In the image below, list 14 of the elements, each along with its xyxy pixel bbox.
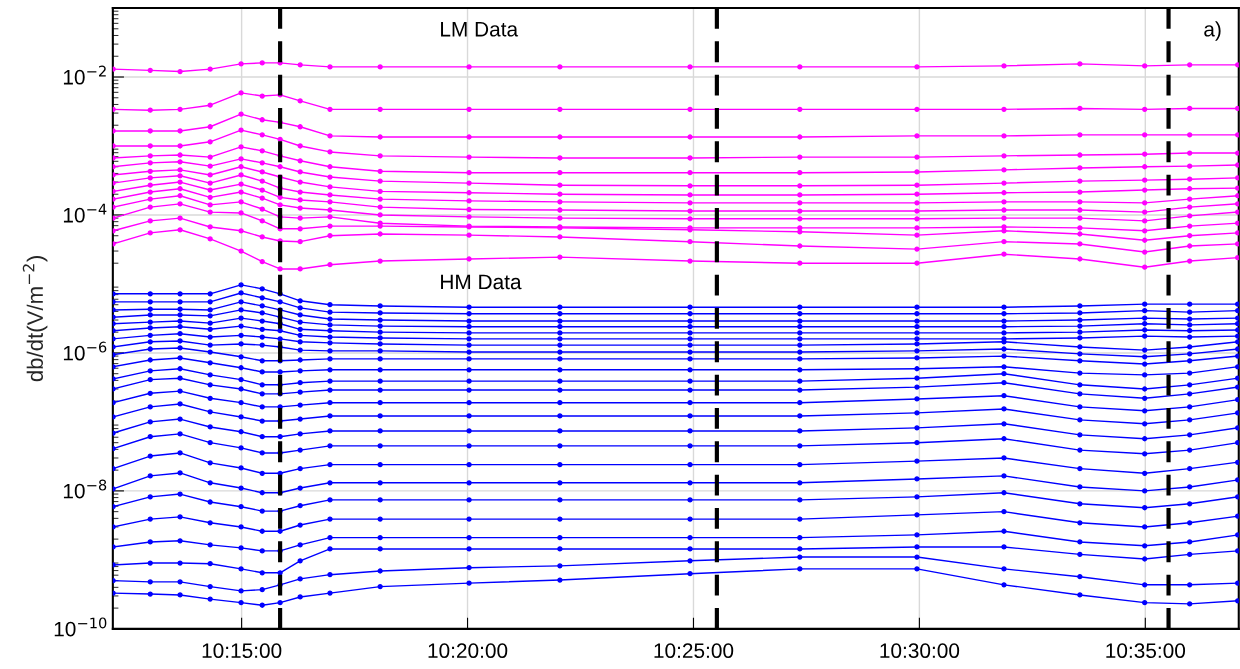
x-tick-label: 10:35:00 <box>1106 643 1186 659</box>
annotation: a) <box>1204 21 1221 41</box>
y-tick-label: 10$^{−8}$ <box>63 479 107 499</box>
x-tick-label: 10:25:00 <box>654 643 734 659</box>
x-tick-label: 10:15:00 <box>202 643 282 659</box>
annotation: LM Data <box>441 22 519 37</box>
y-axis-title: db/dt(V/m$^{−2}$) <box>22 256 48 382</box>
y-tick-label: 10$^{−4}$ <box>63 203 107 223</box>
annotation: HM Data <box>441 274 522 290</box>
x-tick-label: 10:20:00 <box>428 643 508 659</box>
y-tick-label: 10$^{−2}$ <box>63 65 106 85</box>
x-tick-label: 10:30:00 <box>880 643 960 659</box>
y-tick-label: 10$^{−6}$ <box>63 341 107 361</box>
y-tick-label: 10$^{−10}$ <box>54 617 107 637</box>
